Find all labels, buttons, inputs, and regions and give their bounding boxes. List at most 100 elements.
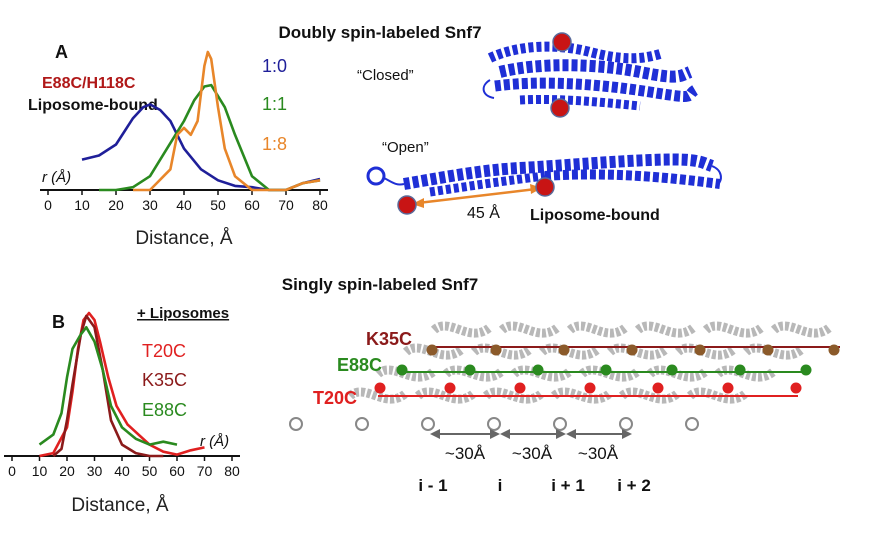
helix-segment <box>770 321 832 338</box>
spin-label-bead <box>828 344 840 356</box>
distance-plot-a: 0 10 20 30 40 50 60 70 80 <box>40 50 328 213</box>
plot-a-tick-label: 50 <box>210 197 226 213</box>
spin-label-bead <box>652 382 664 394</box>
closed-structure-illustration <box>482 32 699 118</box>
helix-end-coil <box>289 417 303 431</box>
helix-segment <box>538 343 600 360</box>
helix-end-coil <box>355 417 369 431</box>
plot-a-tick-label: 40 <box>176 197 192 213</box>
spin-label-marker <box>535 177 555 197</box>
e88c-filament-label: E88C <box>337 355 382 375</box>
helix-segment <box>634 321 696 338</box>
filament-illustration: K35C E88C T20C ~30Å ~30Å ~30Å i - 1 i i … <box>289 321 840 495</box>
position-label-1: i - 1 <box>418 476 447 495</box>
helix-end-coil <box>487 417 501 431</box>
helix-end-coil <box>553 417 567 431</box>
helix-segment <box>346 387 408 404</box>
spin-label-bead <box>374 382 386 394</box>
open-structure-illustration <box>366 153 722 215</box>
mutant-legend-1: T20C <box>142 341 186 361</box>
distance-plot-b: 0 10 20 30 40 50 60 70 80 <box>4 311 240 479</box>
spin-label-bead <box>532 364 544 376</box>
position-label-2: i <box>498 476 503 495</box>
plot-b-tick-label: 50 <box>142 463 158 479</box>
helix-segment <box>742 343 804 360</box>
ratio-legend-1: 1:0 <box>262 56 287 76</box>
spin-label-bead <box>514 382 526 394</box>
spin-label-bead <box>790 382 802 394</box>
mutant-label: E88C/H118C <box>42 75 136 92</box>
spin-label-bead <box>694 344 706 356</box>
plot-b-series-line <box>52 314 164 458</box>
spacing-label-3: ~30Å <box>578 444 619 463</box>
spin-label-bead <box>600 364 612 376</box>
helix-segment <box>470 343 532 360</box>
plot-a-tick-label: 60 <box>244 197 260 213</box>
mutant-legend-2: K35C <box>142 370 187 390</box>
condition-label: + Liposomes <box>137 305 229 322</box>
plot-a-tick-label: 20 <box>108 197 124 213</box>
spin-label-marker <box>552 32 572 52</box>
distance-label: 45 Å <box>467 203 500 222</box>
helix-segment <box>674 343 736 360</box>
panel-a: Doubly spin-labeled Snf7 A E88C/H118C Li… <box>28 23 722 249</box>
panel-b: Singly spin-labeled Snf7 B + Liposomes T… <box>4 275 840 516</box>
position-label-4: i + 2 <box>617 476 651 495</box>
plot-b-series-line <box>38 326 178 446</box>
spin-label-bead <box>666 364 678 376</box>
spin-label-bead <box>626 344 638 356</box>
plot-a-series-line <box>133 50 321 192</box>
spin-label-marker <box>550 98 570 118</box>
panel-a-title: Doubly spin-labeled Snf7 <box>278 23 481 42</box>
k35c-filament-label: K35C <box>366 329 412 349</box>
spin-label-bead <box>444 382 456 394</box>
plot-b-tick-label: 20 <box>59 463 75 479</box>
panel-a-letter: A <box>55 42 68 62</box>
helix-end-coil <box>619 417 633 431</box>
helix-end-coil <box>685 417 699 431</box>
bound-label: Liposome-bound <box>530 207 660 224</box>
spin-label-bead <box>734 364 746 376</box>
panel-b-title: Singly spin-labeled Snf7 <box>282 275 478 294</box>
plot-b-tick-label: 80 <box>224 463 240 479</box>
panel-b-letter: B <box>52 312 65 332</box>
plot-b-tick-label: 30 <box>87 463 103 479</box>
spin-label-bead <box>800 364 812 376</box>
plot-a-tick-label: 10 <box>74 197 90 213</box>
spacing-label-1: ~30Å <box>445 444 486 463</box>
open-label: “Open” <box>382 139 429 156</box>
helix-segment <box>702 321 764 338</box>
t20c-filament-label: T20C <box>313 388 357 408</box>
spin-label-bead <box>464 364 476 376</box>
helix-segment <box>606 343 668 360</box>
spin-label-bead <box>426 344 438 356</box>
helix-segment <box>498 321 560 338</box>
plot-b-tick-label: 70 <box>197 463 213 479</box>
r-axis-label-b: r (Å) <box>200 433 229 450</box>
plot-b-tick-label: 40 <box>114 463 130 479</box>
mutant-legend-3: E88C <box>142 400 187 420</box>
ratio-legend-3: 1:8 <box>262 134 287 154</box>
helix-end-coil <box>421 417 435 431</box>
position-label-3: i + 1 <box>551 476 585 495</box>
ratio-legend-2: 1:1 <box>262 94 287 114</box>
plot-a-tick-label: 30 <box>142 197 158 213</box>
spin-label-bead <box>396 364 408 376</box>
plot-a-tick-label: 70 <box>278 197 294 213</box>
closed-label: “Closed” <box>357 67 414 84</box>
plot-a-tick-label: 80 <box>312 197 328 213</box>
x-axis-label-a: Distance, Å <box>135 228 232 249</box>
helix-segment <box>430 321 492 338</box>
x-axis-label-b: Distance, Å <box>71 495 168 516</box>
distance-arrow <box>417 187 537 205</box>
plot-a-tick-label: 0 <box>44 197 52 213</box>
plot-b-tick-label: 10 <box>32 463 48 479</box>
spin-label-marker <box>397 195 417 215</box>
spin-label-bead <box>722 382 734 394</box>
spin-label-marks <box>374 344 840 394</box>
spin-label-bead <box>558 344 570 356</box>
spacing-label-2: ~30Å <box>512 444 553 463</box>
state-label: Liposome-bound <box>28 97 158 114</box>
spin-label-bead <box>584 382 596 394</box>
